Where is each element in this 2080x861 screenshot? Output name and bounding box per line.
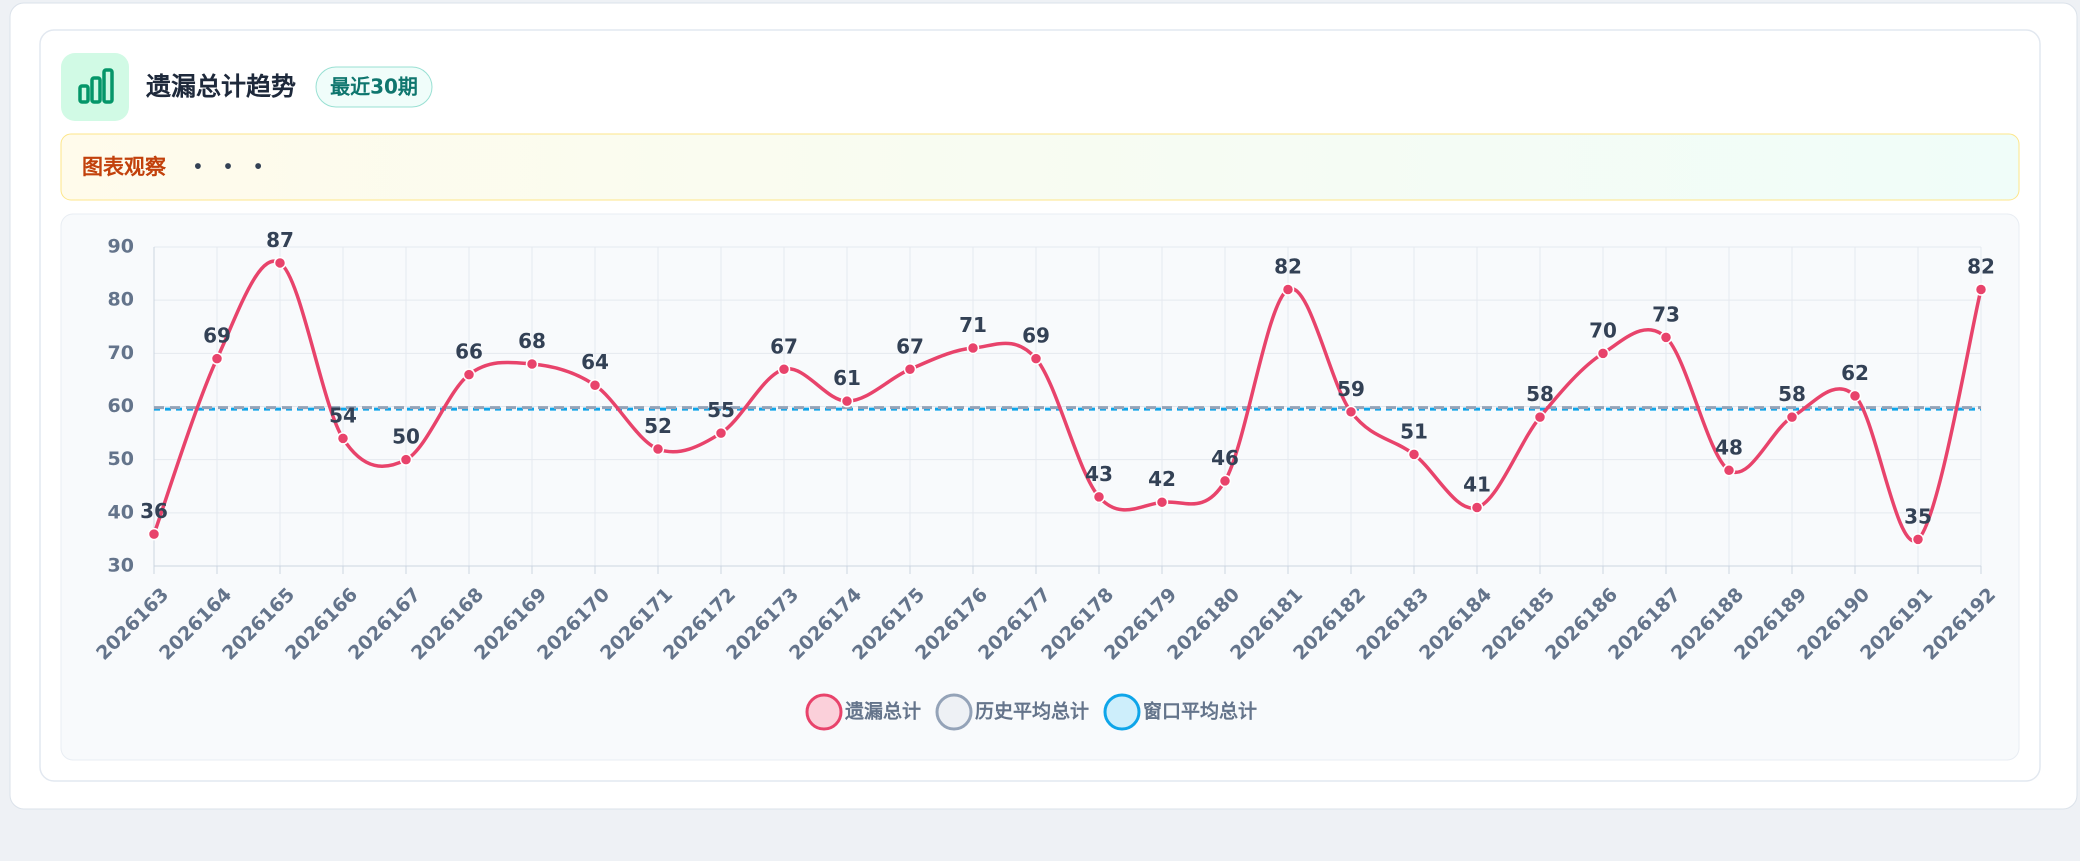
point	[777, 363, 791, 376]
y-tick-label: 80	[108, 289, 134, 311]
legend-marker	[1103, 693, 1141, 731]
value-label: 82	[1967, 255, 1995, 279]
point	[273, 256, 287, 270]
value-label: 46	[1211, 446, 1239, 470]
y-tick-label: 30	[108, 555, 134, 577]
value-label: 36	[140, 499, 168, 523]
point	[462, 368, 476, 381]
value-label: 67	[896, 334, 924, 358]
value-label: 66	[455, 340, 483, 364]
badge	[315, 66, 433, 108]
value-label: 61	[833, 366, 861, 390]
chart-panel	[60, 213, 2020, 761]
point	[840, 394, 854, 408]
legend-marker	[935, 693, 973, 731]
value-label: 67	[770, 334, 798, 358]
point	[1596, 347, 1610, 360]
point	[588, 378, 602, 392]
value-label: 71	[959, 313, 987, 337]
point	[210, 352, 224, 365]
point	[1848, 389, 1862, 403]
title: 遗漏总计趋势	[145, 72, 296, 101]
y-tick-label: 90	[108, 236, 134, 258]
point	[525, 357, 539, 371]
point	[1533, 410, 1547, 424]
point	[903, 363, 917, 376]
value-label: 73	[1652, 302, 1680, 326]
legend-label: 遗漏总计	[844, 700, 921, 723]
point	[336, 432, 350, 445]
observation-label: 图表观察	[82, 155, 167, 179]
point	[1974, 283, 1988, 296]
y-tick-label: 60	[108, 395, 134, 417]
y-tick-label: 70	[108, 342, 134, 364]
value-label: 82	[1274, 255, 1302, 279]
point	[1281, 283, 1295, 296]
value-label: 54	[329, 403, 357, 427]
value-label: 64	[581, 350, 609, 374]
value-label: 58	[1778, 382, 1806, 406]
point	[651, 442, 665, 456]
value-label: 58	[1526, 382, 1554, 406]
value-label: 69	[203, 324, 231, 348]
value-label: 42	[1148, 467, 1176, 491]
value-label: 52	[644, 414, 672, 438]
chart-icon	[78, 68, 114, 104]
legend-marker	[805, 693, 843, 731]
point	[1407, 448, 1421, 461]
value-label: 69	[1022, 324, 1050, 348]
value-label: 51	[1400, 419, 1428, 443]
series-line	[152, 259, 1983, 543]
value-label: 48	[1715, 435, 1743, 459]
point	[966, 341, 980, 355]
observation-dots[interactable]: • • •	[192, 155, 270, 179]
point	[1029, 352, 1043, 365]
point	[1785, 410, 1799, 424]
value-label: 50	[392, 425, 420, 449]
value-label: 87	[266, 228, 294, 252]
value-label: 62	[1841, 361, 1869, 385]
value-label: 41	[1463, 473, 1491, 497]
point	[1092, 490, 1106, 504]
value-label: 70	[1589, 318, 1617, 342]
point	[1155, 495, 1169, 509]
value-label: 35	[1904, 504, 1932, 528]
point	[399, 453, 413, 466]
point	[1722, 464, 1736, 477]
icon-box	[61, 53, 129, 121]
point	[147, 527, 161, 541]
value-label: 59	[1337, 377, 1365, 401]
point	[1470, 501, 1484, 514]
value-label: 55	[707, 398, 735, 422]
value-label: 43	[1085, 462, 1113, 486]
point	[1911, 533, 1925, 546]
y-tick-label: 40	[108, 501, 134, 523]
point	[1659, 331, 1673, 344]
legend-label: 窗口平均总计	[1143, 700, 1257, 723]
value-label: 68	[518, 329, 546, 353]
point	[1344, 405, 1358, 419]
point	[1218, 474, 1232, 488]
observation-bar[interactable]	[60, 133, 2020, 201]
y-tick-label: 50	[108, 448, 134, 470]
point	[714, 426, 728, 440]
badge-text: 最近30期	[330, 75, 418, 99]
legend-label: 历史平均总计	[975, 700, 1089, 723]
